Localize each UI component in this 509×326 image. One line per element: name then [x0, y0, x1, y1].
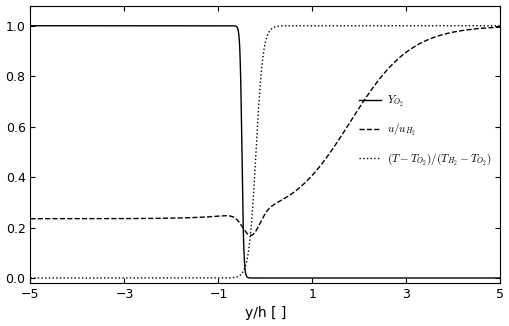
X-axis label: y/h [ ]: y/h [ ] — [244, 306, 286, 320]
Legend: $Y_{O_2}$, $u/u_{H_2}$, $(T-T_{O_2})/(T_{H_2}-T_{O_2})$: $Y_{O_2}$, $u/u_{H_2}$, $(T-T_{O_2})/(T_… — [355, 90, 494, 170]
